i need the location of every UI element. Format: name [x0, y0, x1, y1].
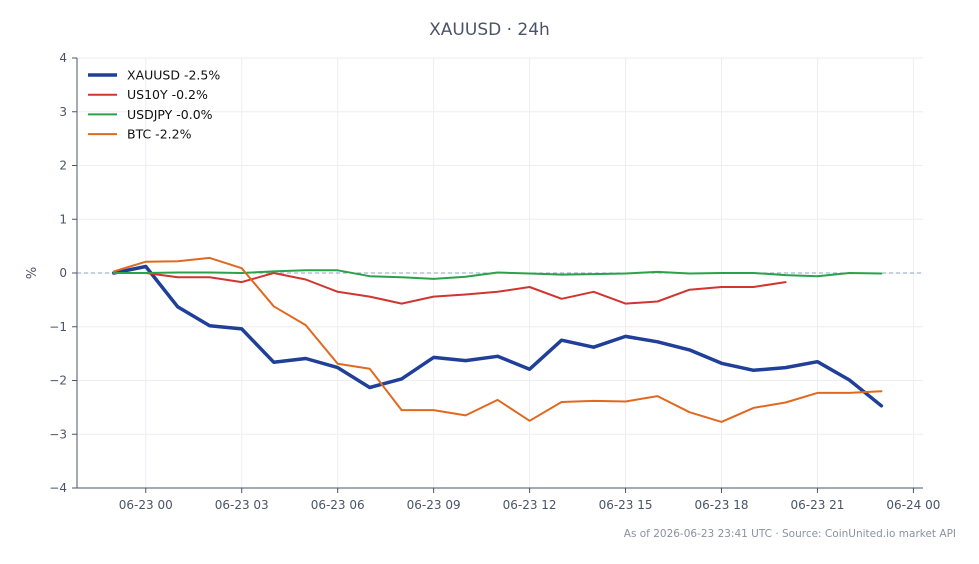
y-tick-label: −4: [49, 481, 67, 495]
x-tick-label: 06-24 00: [886, 498, 940, 512]
x-tick-label: 06-23 18: [695, 498, 749, 512]
y-tick-label: 1: [59, 212, 67, 226]
y-axis-label: %: [25, 267, 40, 279]
x-tick-label: 06-23 09: [407, 498, 461, 512]
x-tick-label: 06-23 15: [599, 498, 653, 512]
series-line-0: [112, 264, 884, 408]
source-footer: As of 2026-06-23 23:41 UTC · Source: Coi…: [623, 528, 956, 540]
series-line-2: [112, 269, 883, 280]
legend-label-2: USDJPY -0.0%: [127, 107, 213, 122]
legend-label-1: US10Y -0.2%: [127, 87, 208, 102]
y-tick-label: −2: [49, 374, 67, 388]
chart-title: XAUUSD · 24h: [429, 20, 550, 40]
legend-label-0: XAUUSD -2.5%: [127, 68, 220, 83]
y-tick-label: 4: [59, 51, 67, 65]
series-lines: [112, 256, 884, 423]
series-line-3: [112, 256, 883, 423]
y-tick-label: −1: [49, 320, 67, 334]
legend: XAUUSD -2.5% US10Y -0.2% USDJPY -0.0% BTC -…: [88, 68, 220, 142]
legend-label-3: BTC -2.2%: [127, 127, 192, 142]
y-tick-label: 0: [59, 266, 67, 280]
x-tick-label: 06-23 12: [503, 498, 557, 512]
x-tick-label: 06-23 21: [790, 498, 844, 512]
y-tick-label: 3: [59, 105, 67, 119]
y-tick-label: −3: [49, 427, 67, 441]
x-tick-label: 06-23 00: [119, 498, 173, 512]
series-line-1: [112, 272, 787, 305]
y-tick-label: 2: [59, 159, 67, 173]
x-tick-label: 06-23 06: [311, 498, 365, 512]
x-tick-label: 06-23 03: [215, 498, 269, 512]
axes: −4 −3 −2 −1 0 1 2 3 4 06-23 00 06-23 03 06-23 06 06-…: [25, 51, 940, 512]
